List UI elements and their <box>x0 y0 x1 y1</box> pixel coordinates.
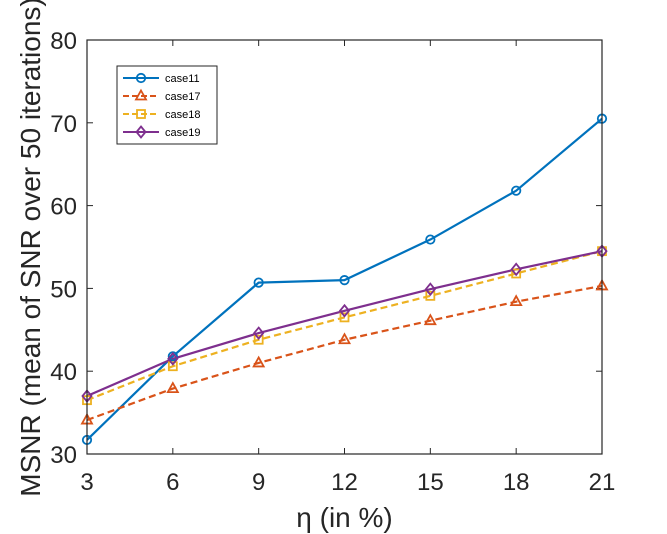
x-tick-label: 9 <box>252 469 265 496</box>
data-point-case18 <box>339 312 350 323</box>
x-axis-label: η (in %) <box>296 502 392 533</box>
series-line-case18 <box>86 250 603 402</box>
data-point-case11 <box>511 185 522 196</box>
data-point-case11 <box>253 277 264 288</box>
y-tick-label: 30 <box>50 442 77 469</box>
legend-label-case11: case11 <box>165 73 200 85</box>
data-point-case17 <box>337 332 352 345</box>
x-tick-label: 18 <box>503 469 530 496</box>
series-lines <box>86 117 603 441</box>
y-tick-label: 60 <box>50 194 77 221</box>
legend-marker-case18 <box>136 109 146 119</box>
data-point-case18 <box>425 290 436 301</box>
data-point-case17 <box>166 381 180 393</box>
y-tick-label: 70 <box>50 111 77 138</box>
x-tick-label: 15 <box>417 469 444 496</box>
data-point-case17 <box>252 355 266 368</box>
data-point-case19 <box>510 262 522 277</box>
series-markers <box>80 113 609 446</box>
data-point-case19 <box>338 303 351 318</box>
legend-label-case19: case19 <box>165 127 200 139</box>
data-point-case17 <box>423 313 437 326</box>
data-point-case11 <box>425 234 436 245</box>
legend-marker-case17 <box>134 88 148 101</box>
data-point-case18 <box>167 361 178 372</box>
x-tick-label: 6 <box>166 469 179 496</box>
axes-frame <box>86 39 603 455</box>
legend-label-case18: case18 <box>165 109 200 121</box>
x-tick-label: 3 <box>80 469 93 496</box>
axis-ticks: 3 6 9 12 15 18 21 30 40 50 60 70 80 <box>50 28 615 496</box>
series-line-case11 <box>86 117 603 441</box>
series-line-case19 <box>86 250 603 398</box>
data-point-case17 <box>509 294 523 307</box>
legend-marker-case11 <box>135 72 147 84</box>
data-point-case11 <box>339 275 350 286</box>
data-point-case18 <box>253 334 264 345</box>
y-tick-label: 80 <box>50 28 77 55</box>
series-line-case17 <box>86 284 603 422</box>
data-point-case19 <box>167 351 179 366</box>
legend: case11 case17 case18 case19 <box>116 65 218 145</box>
data-point-case19 <box>253 326 265 341</box>
y-tick-label: 50 <box>50 276 77 303</box>
legend-marker-case19 <box>135 125 147 139</box>
x-tick-label: 21 <box>589 469 616 496</box>
y-tick-label: 40 <box>50 359 77 386</box>
legend-label-case17: case17 <box>165 91 200 103</box>
y-axis-label: MSNR (mean of SNR over 50 iterations) <box>15 0 46 497</box>
data-point-case19 <box>424 282 436 297</box>
x-tick-label: 12 <box>331 469 358 496</box>
data-point-case18 <box>511 268 522 279</box>
